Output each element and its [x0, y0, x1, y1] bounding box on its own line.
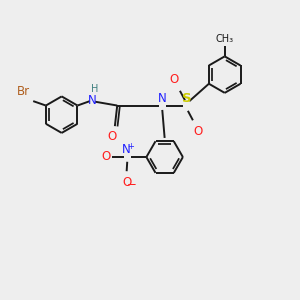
- Text: H: H: [91, 84, 98, 94]
- Text: O: O: [107, 130, 117, 143]
- Text: O: O: [122, 176, 131, 189]
- Text: O: O: [169, 73, 179, 86]
- Text: O: O: [101, 150, 111, 163]
- Text: N: N: [122, 143, 131, 157]
- Text: O: O: [194, 125, 203, 138]
- Text: +: +: [128, 142, 134, 151]
- Text: N: N: [158, 92, 167, 105]
- Text: −: −: [126, 178, 136, 191]
- Text: N: N: [88, 94, 97, 107]
- Text: Br: Br: [16, 85, 30, 98]
- Text: S: S: [182, 92, 191, 105]
- Text: CH₃: CH₃: [216, 34, 234, 44]
